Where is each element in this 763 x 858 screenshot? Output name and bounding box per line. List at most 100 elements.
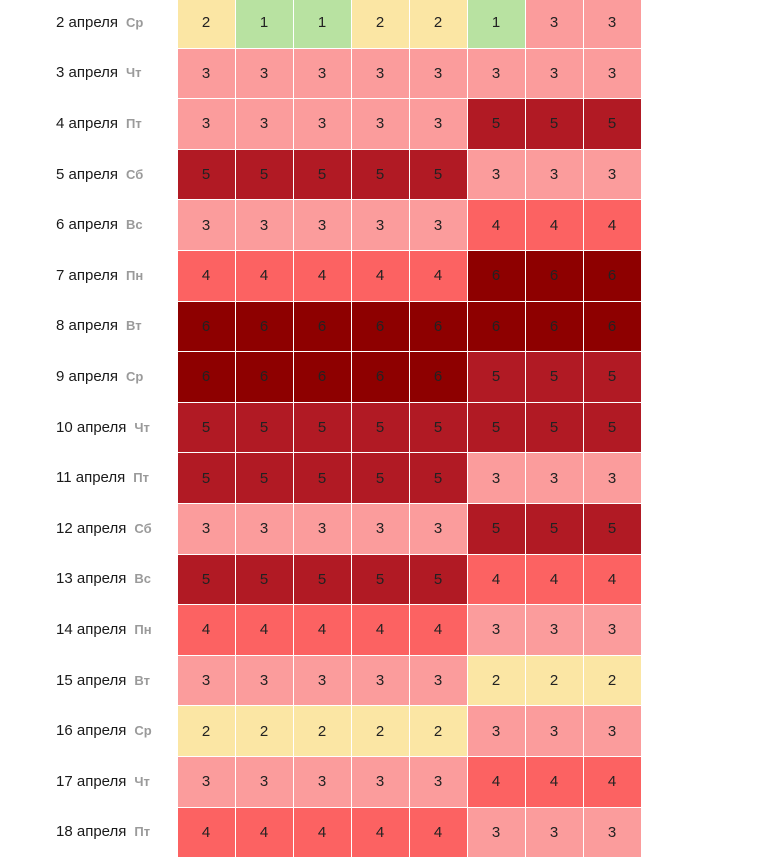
level-cell: 3 — [524, 705, 584, 757]
level-cell: 2 — [350, 705, 410, 757]
level-cell: 5 — [350, 553, 410, 606]
date-label: 16 апреля — [56, 722, 127, 740]
level-cell: 4 — [524, 553, 584, 606]
weekday-label: Сб — [134, 520, 152, 536]
date-label: 12 апреля — [56, 519, 127, 537]
level-cell: 6 — [466, 249, 526, 302]
row-header: 9 апреля Ср — [0, 352, 177, 403]
weekday-label: Вс — [126, 217, 143, 233]
level-cell: 3 — [408, 199, 468, 251]
row-header: 11 апреля Пт — [0, 453, 177, 504]
level-cell: 5 — [234, 553, 294, 606]
forecast-row: 18 апреля Пт 4 4 4 4 4 3 3 3 — [0, 806, 642, 858]
weekday-label: Чт — [134, 419, 150, 435]
level-cell: 4 — [408, 806, 468, 858]
date-label: 10 апреля — [56, 418, 127, 436]
level-cell: 5 — [582, 502, 642, 555]
level-cell: 5 — [234, 452, 294, 504]
date-label: 5 апреля — [56, 165, 119, 183]
level-cell: 2 — [582, 654, 642, 707]
row-header: 8 апреля Вт — [0, 301, 177, 352]
weekday-label: Вт — [126, 318, 142, 334]
level-cell: 1 — [234, 0, 294, 49]
level-cell: 1 — [466, 0, 526, 49]
level-cell: 3 — [234, 98, 294, 150]
level-cell: 5 — [408, 553, 468, 606]
level-cell: 5 — [292, 553, 352, 606]
level-cell: 3 — [176, 199, 236, 251]
date-label: 15 апреля — [56, 671, 127, 689]
forecast-row: 15 апреля Вт 3 3 3 3 3 2 2 2 — [0, 654, 642, 707]
forecast-row: 8 апреля Вт 6 6 6 6 6 6 6 6 — [0, 300, 642, 353]
forecast-row: 5 апреля Сб 5 5 5 5 5 3 3 3 — [0, 148, 642, 201]
level-cell: 3 — [582, 806, 642, 858]
level-cell: 3 — [176, 755, 236, 808]
row-header: 6 апреля Вс — [0, 200, 177, 251]
level-cell: 6 — [466, 300, 526, 353]
level-cell: 3 — [234, 502, 294, 555]
level-cell: 3 — [582, 452, 642, 504]
level-cell: 5 — [292, 452, 352, 504]
weekday-label: Пт — [134, 824, 151, 840]
forecast-row: 10 апреля Чт 5 5 5 5 5 5 5 5 — [0, 401, 642, 454]
row-header: 12 апреля Сб — [0, 503, 177, 554]
level-cell: 3 — [350, 199, 410, 251]
level-cell: 5 — [350, 148, 410, 201]
level-cell: 3 — [292, 199, 352, 251]
level-cell: 3 — [292, 502, 352, 555]
level-cell: 4 — [466, 553, 526, 606]
forecast-row: 3 апреля Чт 3 3 3 3 3 3 3 3 — [0, 47, 642, 100]
weekday-label: Ср — [126, 368, 144, 384]
level-cell: 2 — [408, 705, 468, 757]
level-cell: 6 — [408, 351, 468, 403]
level-cell: 5 — [582, 98, 642, 150]
forecast-table: 2 апреля Ср 2 1 1 2 2 1 3 3 3 апреля Чт 3 3 3 3 3 3 3 3 4 ап… — [0, 0, 642, 858]
level-cell: 4 — [176, 604, 236, 656]
forecast-row: 11 апреля Пт 5 5 5 5 5 3 3 3 — [0, 452, 642, 504]
level-cell: 3 — [176, 47, 236, 100]
level-cell: 3 — [524, 148, 584, 201]
row-header: 16 апреля Ср — [0, 706, 177, 757]
level-cell: 4 — [234, 806, 294, 858]
level-cell: 2 — [292, 705, 352, 757]
level-cell: 3 — [582, 47, 642, 100]
weekday-label: Пт — [126, 115, 142, 131]
level-cell: 5 — [176, 452, 236, 504]
level-cell: 3 — [408, 98, 468, 150]
row-header: 2 апреля Ср — [0, 0, 177, 48]
level-cell: 3 — [176, 654, 236, 707]
date-label: 6 апреля — [56, 216, 119, 234]
level-cell: 4 — [582, 199, 642, 251]
weekday-label: Вс — [134, 571, 152, 587]
row-header: 13 апреля Вс — [0, 554, 177, 605]
level-cell: 6 — [292, 351, 352, 403]
level-cell: 4 — [292, 806, 352, 858]
level-cell: 3 — [292, 654, 352, 707]
level-cell: 3 — [524, 0, 584, 49]
level-cell: 4 — [350, 806, 410, 858]
level-cell: 4 — [234, 249, 294, 302]
level-cell: 3 — [524, 47, 584, 100]
level-cell: 5 — [524, 98, 584, 150]
row-header: 14 апреля Пн — [0, 605, 177, 656]
level-cell: 6 — [176, 300, 236, 353]
row-header: 4 апреля Пт — [0, 99, 177, 150]
level-cell: 6 — [524, 300, 584, 353]
date-label: 11 апреля — [56, 469, 126, 487]
forecast-row: 13 апреля Вс 5 5 5 5 5 4 4 4 — [0, 553, 642, 606]
level-cell: 4 — [466, 755, 526, 808]
level-cell: 6 — [582, 300, 642, 353]
level-cell: 3 — [292, 98, 352, 150]
row-header: 10 апреля Чт — [0, 402, 177, 453]
weekday-label: Ср — [126, 14, 144, 30]
level-cell: 3 — [582, 0, 642, 49]
date-label: 14 апреля — [56, 620, 127, 638]
forecast-row: 17 апреля Чт 3 3 3 3 3 4 4 4 — [0, 755, 642, 808]
level-cell: 5 — [292, 401, 352, 454]
level-cell: 3 — [466, 806, 526, 858]
level-cell: 6 — [524, 249, 584, 302]
level-cell: 4 — [466, 199, 526, 251]
forecast-row: 2 апреля Ср 2 1 1 2 2 1 3 3 — [0, 0, 642, 49]
row-header: 17 апреля Чт — [0, 756, 177, 807]
date-label: 3 апреля — [56, 64, 119, 82]
